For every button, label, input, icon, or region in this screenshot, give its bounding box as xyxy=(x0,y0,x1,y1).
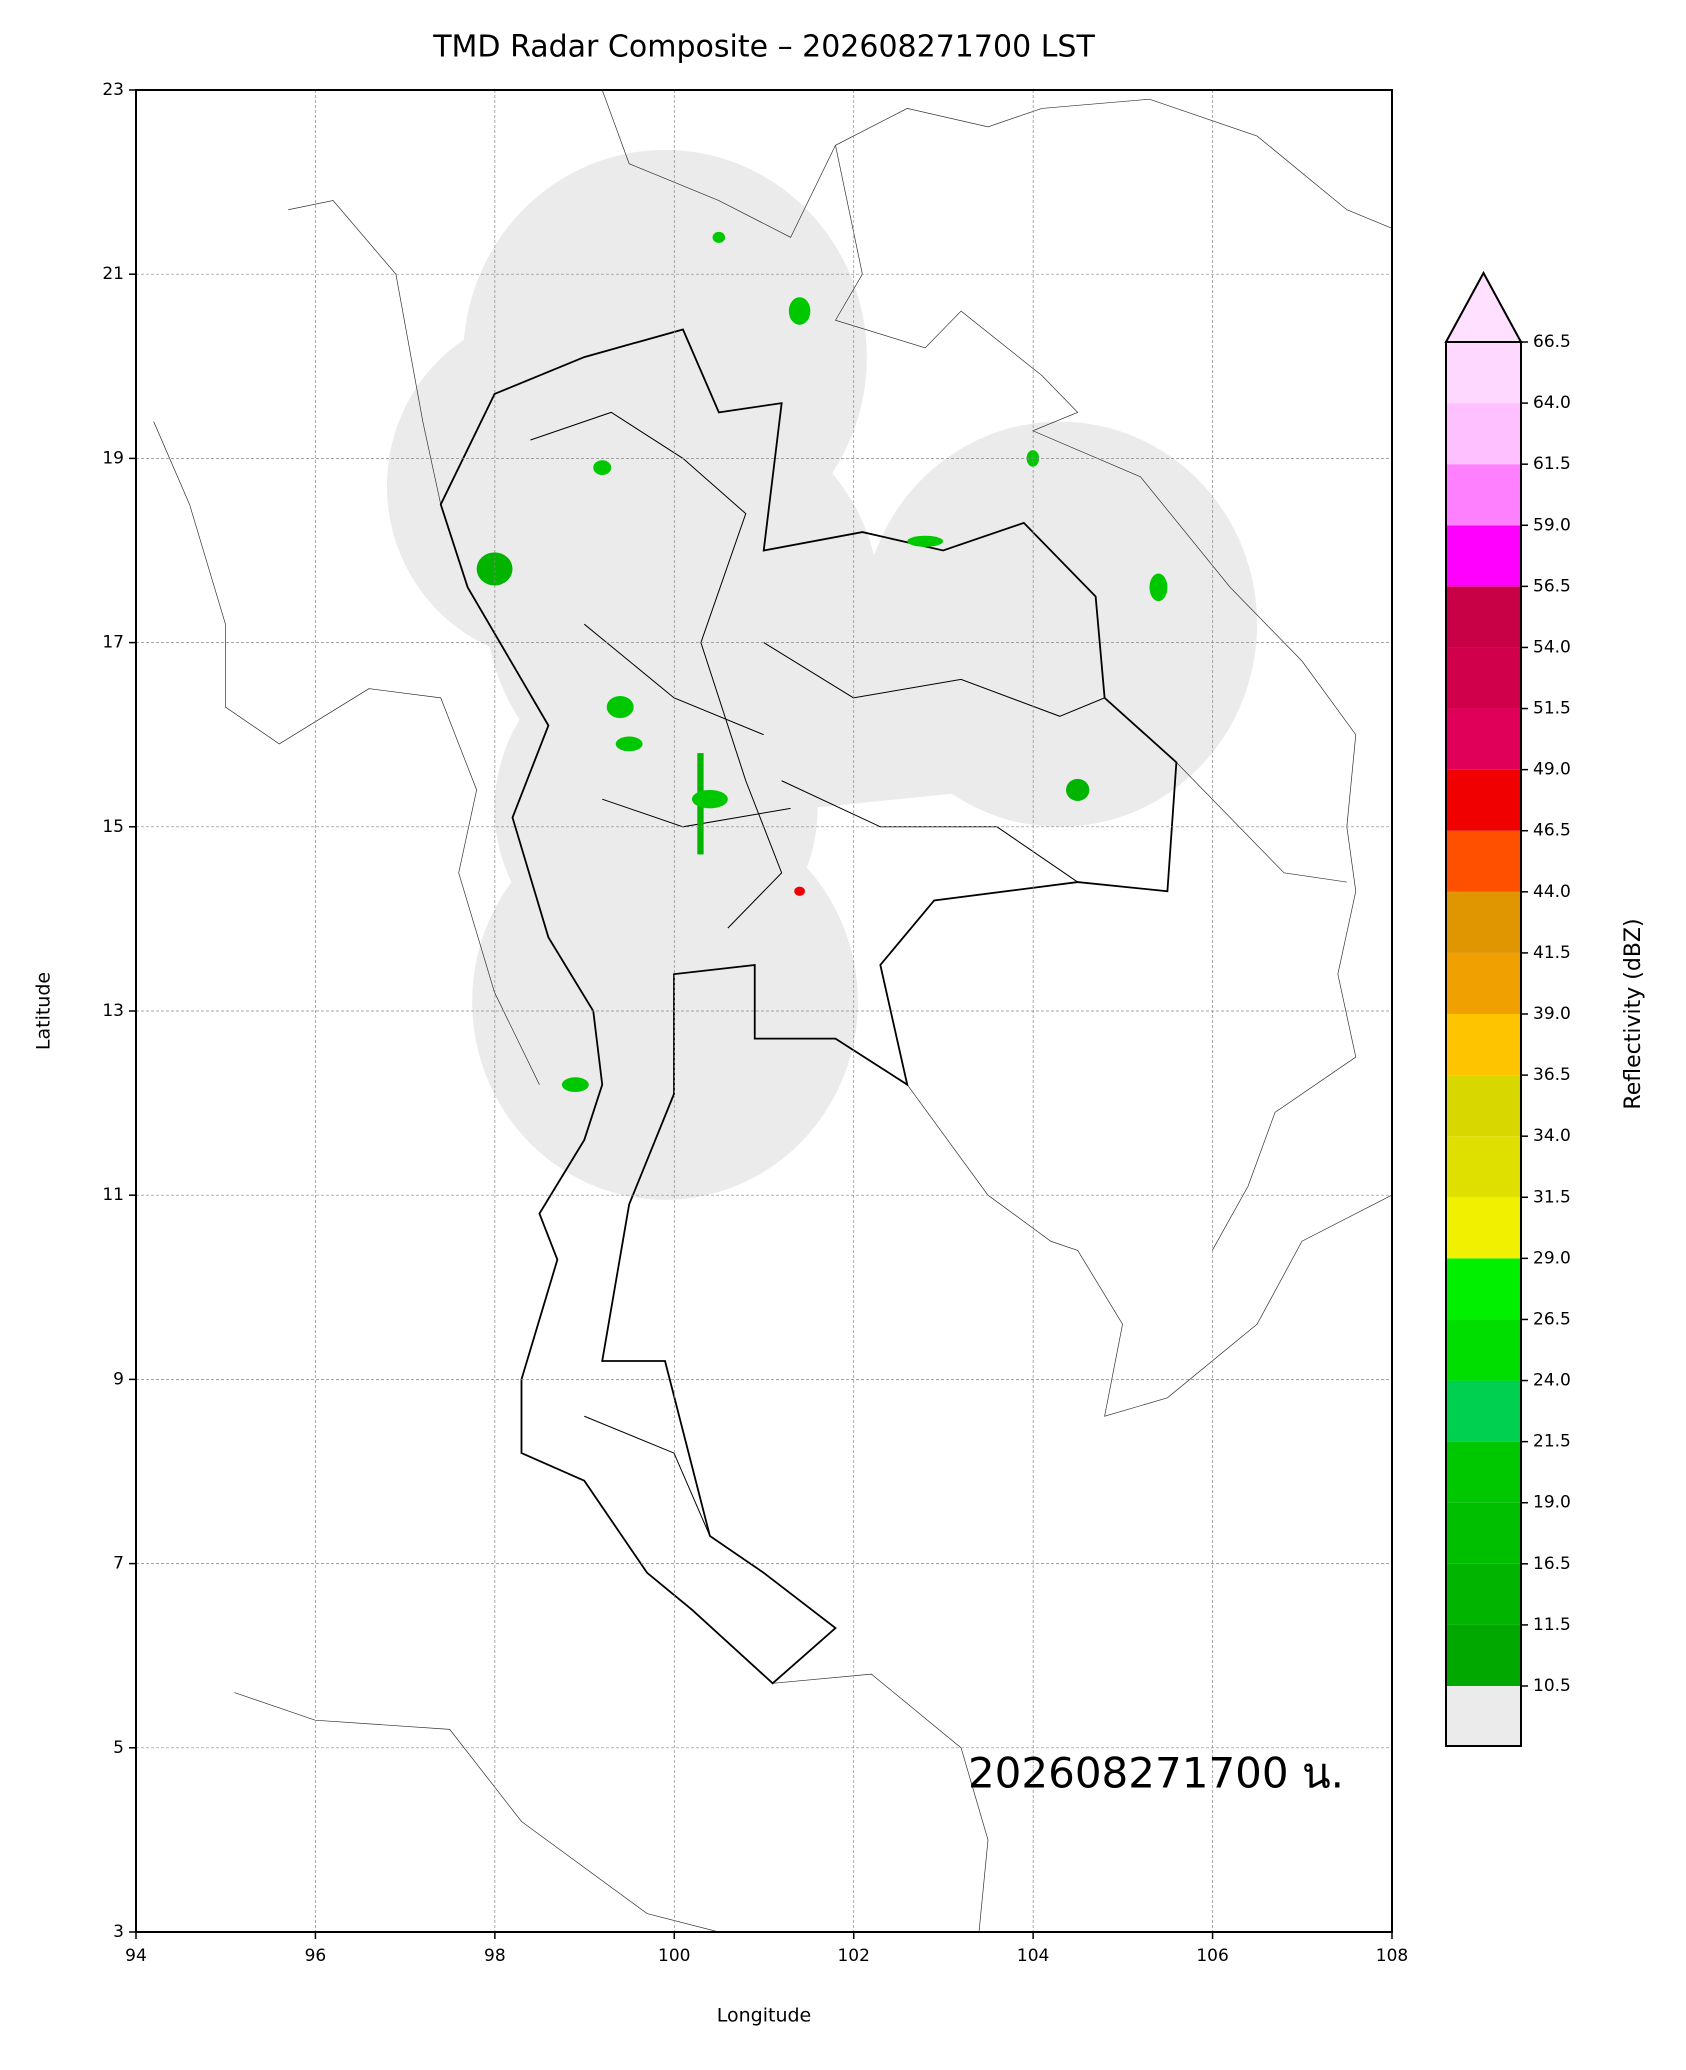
y-tick-label: 23 xyxy=(102,80,124,100)
colorbar-segment xyxy=(1446,1441,1521,1503)
colorbar-label: Reflectivity (dBZ) xyxy=(1621,918,1646,1109)
x-tick-label: 98 xyxy=(484,1946,506,1966)
colorbar-tick-label: 64.0 xyxy=(1533,393,1571,413)
colorbar-tick-label: 66.5 xyxy=(1533,332,1571,352)
colorbar-tick-label: 44.0 xyxy=(1533,882,1571,902)
colorbar-segment xyxy=(1446,1380,1521,1442)
y-tick-label: 19 xyxy=(102,448,124,468)
colorbar-segment xyxy=(1446,1197,1521,1259)
colorbar-tick-label: 56.5 xyxy=(1533,576,1571,596)
x-tick-label: 94 xyxy=(125,1946,147,1966)
colorbar-segment xyxy=(1446,1563,1521,1625)
y-tick-label: 9 xyxy=(113,1369,124,1389)
colorbar-over xyxy=(1444,270,1523,343)
colorbar-segment xyxy=(1446,891,1521,953)
colorbar-segment xyxy=(1446,830,1521,892)
neighbor-borders xyxy=(154,90,1392,1932)
x-tick-label: 96 xyxy=(305,1946,327,1966)
colorbar-tick-label: 31.5 xyxy=(1533,1187,1571,1207)
y-tick-label: 5 xyxy=(113,1738,124,1758)
colorbar-tick-label: 34.0 xyxy=(1533,1126,1571,1146)
colorbar-tick-label: 41.5 xyxy=(1533,943,1571,963)
colorbar-tick-label: 29.0 xyxy=(1533,1248,1571,1268)
y-tick-label: 15 xyxy=(102,817,124,837)
colorbar-segment xyxy=(1446,1319,1521,1381)
y-axis-label: Latitude xyxy=(33,972,55,1050)
colorbar-segment xyxy=(1446,1136,1521,1198)
y-tick-label: 21 xyxy=(102,264,124,284)
colorbar-tick-label: 51.5 xyxy=(1533,699,1571,719)
colorbar-tick-label: 39.0 xyxy=(1533,1004,1571,1024)
colorbar-tick-label: 24.0 xyxy=(1533,1371,1571,1391)
x-tick-label: 106 xyxy=(1196,1946,1228,1966)
thailand-border xyxy=(441,329,1177,1683)
colorbar-segment xyxy=(1446,342,1521,404)
colorbar-tick-label: 46.5 xyxy=(1533,821,1571,841)
colorbar-segment xyxy=(1446,769,1521,831)
colorbar-tick-label: 16.5 xyxy=(1533,1554,1571,1574)
x-tick-label: 108 xyxy=(1376,1946,1408,1966)
colorbar-segment xyxy=(1446,952,1521,1014)
colorbar-segment xyxy=(1446,708,1521,770)
colorbar-tick-label: 11.5 xyxy=(1533,1615,1571,1635)
y-tick-label: 11 xyxy=(102,1185,124,1205)
colorbar-segment xyxy=(1446,1258,1521,1320)
y-tick-label: 3 xyxy=(113,1922,124,1942)
timestamp-annotation: 202608271700 น. xyxy=(968,1749,1344,1798)
colorbar-tick-label: 36.5 xyxy=(1533,1065,1571,1085)
radar-coverage xyxy=(386,149,1258,1200)
colorbar-segment xyxy=(1446,1502,1521,1564)
colorbar-tick-label: 10.5 xyxy=(1533,1676,1571,1696)
map-layer xyxy=(154,90,1392,1932)
colorbar-segment xyxy=(1446,586,1521,648)
y-tick-label: 13 xyxy=(102,1001,124,1021)
colorbar-segment xyxy=(1446,403,1521,465)
colorbar-segment xyxy=(1446,525,1521,587)
colorbar-segment xyxy=(1446,1014,1521,1076)
colorbar-tick-label: 19.0 xyxy=(1533,1493,1571,1513)
colorbar-tick-label: 49.0 xyxy=(1533,760,1571,780)
colorbar-segment xyxy=(1446,647,1521,709)
colorbar-tick-label: 59.0 xyxy=(1533,515,1571,535)
y-tick-label: 7 xyxy=(113,1554,124,1574)
radar-echoes xyxy=(476,231,1168,1093)
y-tick-label: 17 xyxy=(102,633,124,653)
x-axis-label: Longitude xyxy=(717,2005,812,2027)
colorbar-segment xyxy=(1446,1624,1521,1686)
x-tick-label: 100 xyxy=(658,1946,690,1966)
map-title: TMD Radar Composite – 202608271700 LST xyxy=(432,30,1095,65)
colorbar-tick-label: 26.5 xyxy=(1533,1309,1571,1329)
colorbar-tick-label: 61.5 xyxy=(1533,454,1571,474)
colorbar-under xyxy=(1446,1686,1521,1746)
x-tick-label: 102 xyxy=(837,1946,869,1966)
colorbar-segment xyxy=(1446,464,1521,526)
x-tick-label: 104 xyxy=(1017,1946,1049,1966)
colorbar-tick-label: 54.0 xyxy=(1533,637,1571,657)
colorbar-segment xyxy=(1446,1075,1521,1137)
colorbar-tick-label: 21.5 xyxy=(1533,1432,1571,1452)
